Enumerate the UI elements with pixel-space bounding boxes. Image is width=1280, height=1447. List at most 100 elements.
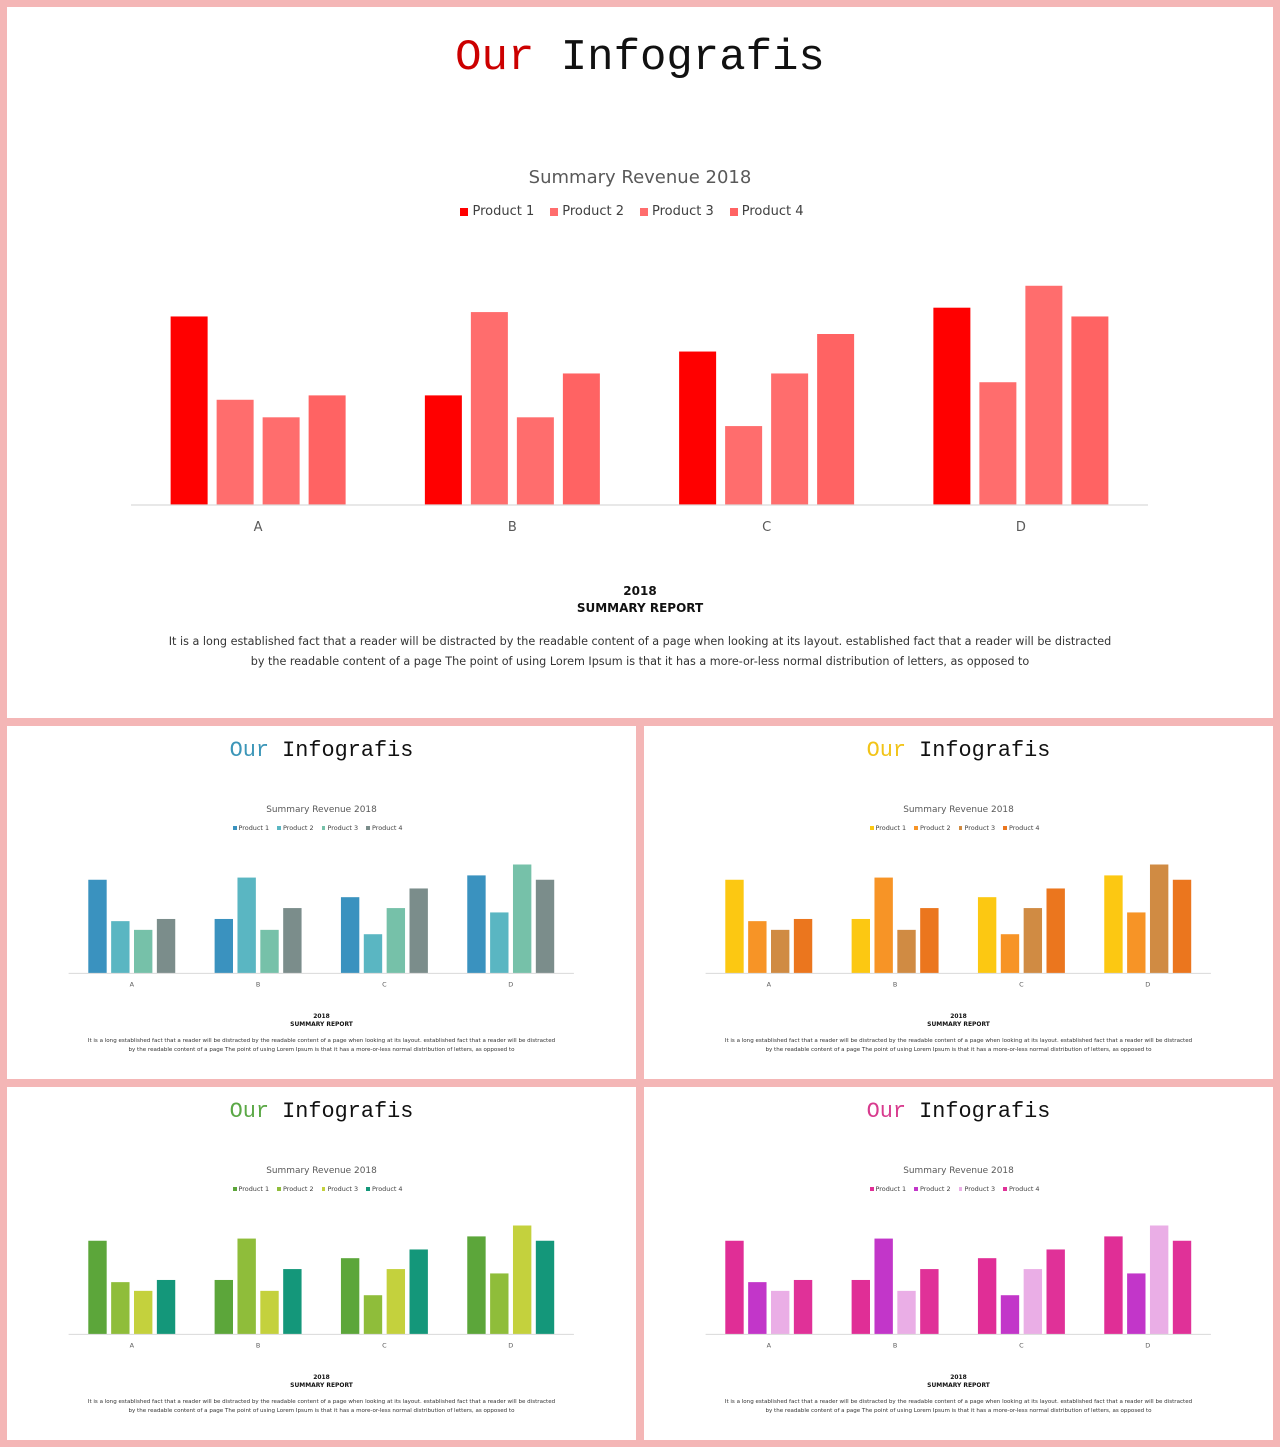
bar-D-product-2 (1127, 1273, 1146, 1335)
legend-swatch (640, 207, 648, 216)
legend-item: Product 2 (277, 1185, 314, 1193)
legend-swatch (1002, 1186, 1007, 1191)
legend-label: Product 1 (875, 823, 907, 832)
legend-label: Product 4 (1008, 823, 1040, 832)
x-tick-label: B (508, 520, 517, 535)
legend-label: Product 3 (964, 823, 996, 832)
legend-swatch (729, 207, 738, 216)
legend-item: Product 2 (914, 824, 951, 832)
legend-label: Product 2 (282, 823, 314, 832)
legend-item: Product 2 (550, 204, 624, 219)
x-tick-label: C (382, 1341, 387, 1349)
title-rest: Infografis (534, 33, 825, 83)
x-tick-label: A (130, 1341, 135, 1349)
chart-title: Summary Revenue 2018 (903, 1166, 1014, 1177)
report-title: SUMMARY REPORT (927, 1021, 990, 1029)
bar-D-product-1 (933, 307, 971, 505)
legend-swatch (321, 1186, 326, 1191)
report-title: SUMMARY REPORT (576, 601, 704, 615)
legend-item: Product 1 (232, 1185, 269, 1193)
bar-chart: A B C D (68, 1225, 574, 1349)
bar-chart: A B C D (705, 1225, 1211, 1349)
x-tick-label: B (256, 980, 260, 988)
slide-green: Our Infografis Summary Revenue 2018 Produc… (7, 1087, 636, 1440)
bar-D-product-3 (1149, 864, 1169, 974)
legend-swatch (550, 207, 559, 216)
bar-B-product-3 (516, 417, 554, 505)
bar-C-product-2 (725, 426, 763, 505)
bar-C-product-4 (409, 888, 428, 974)
legend-swatch (460, 207, 469, 216)
bar-D-product-2 (1127, 912, 1146, 974)
bar-B-product-1 (851, 918, 871, 974)
title-accent: Our (229, 1098, 270, 1124)
chart-legend: Product 1 Product 2 Product 3 Product 4 (7, 824, 636, 832)
x-tick-label: A (767, 980, 772, 988)
bar-D-product-3 (512, 864, 532, 974)
bar-B-product-3 (897, 929, 916, 974)
bar-A-product-2 (216, 399, 254, 505)
bar-B-product-1 (214, 918, 234, 974)
chart-title: Summary Revenue 2018 (266, 1166, 377, 1177)
bar-B-product-2 (237, 877, 256, 974)
bar-chart: A B C D (705, 864, 1211, 988)
legend-item: Product 2 (914, 1185, 951, 1193)
bar-C-product-1 (340, 1258, 360, 1335)
legend-swatch (365, 825, 370, 830)
bar-C-product-3 (1023, 908, 1043, 974)
x-tick-label: B (893, 1341, 897, 1349)
legend-label: Product 1 (875, 1184, 907, 1193)
bar-D-product-4 (535, 879, 555, 974)
title-rest: Infografis (906, 737, 1051, 763)
legend-swatch (869, 1186, 874, 1191)
title-rest: Infografis (269, 737, 414, 763)
legend-item: Product 1 (232, 823, 270, 832)
bar-A-product-2 (111, 921, 130, 974)
legend-item: Product 4 (365, 824, 403, 832)
bar-A-product-4 (156, 1279, 176, 1335)
bar-B-product-4 (920, 908, 939, 974)
bar-B-product-3 (897, 1290, 916, 1335)
legend-item: Product 2 (277, 824, 314, 832)
bar-C-product-4 (409, 1249, 428, 1335)
bar-chart: A B C D (68, 864, 574, 988)
legend-item: Product 4 (729, 204, 804, 219)
legend-label: Product 1 (472, 204, 535, 219)
legend-label: Product 3 (327, 1184, 359, 1193)
bar-B-product-1 (214, 1279, 234, 1335)
bar-A-product-2 (748, 921, 767, 974)
bar-D-product-4 (1071, 316, 1109, 505)
x-tick-label: D (1145, 1341, 1150, 1349)
slide-main-red: Our Infografis Summary Revenue 2018 Produc… (7, 7, 1273, 718)
title-accent: Our (866, 1098, 907, 1124)
x-tick-label: D (1016, 520, 1026, 535)
bar-B-product-4 (283, 908, 302, 974)
bar-C-product-2 (1000, 1295, 1020, 1335)
bar-C-product-1 (679, 351, 717, 505)
legend-label: Product 4 (1008, 1184, 1040, 1193)
legend-item: Product 1 (460, 204, 534, 219)
legend-label: Product 3 (964, 1184, 996, 1193)
chart-title: Summary Revenue 2018 (903, 805, 1014, 816)
legend-swatch (914, 825, 918, 830)
legend-label: Product 3 (652, 204, 714, 219)
legend-label: Product 1 (238, 823, 270, 832)
bar-C-product-1 (340, 897, 360, 974)
legend-swatch (232, 825, 237, 830)
chart-legend: Product 1 Product 2 Product 3 Product 4 (7, 204, 1273, 219)
bar-D-product-3 (512, 1225, 532, 1335)
legend-item: Product 4 (365, 1185, 403, 1193)
bar-chart: A B C D (131, 285, 1148, 535)
bar-D-product-1 (1104, 1236, 1123, 1335)
legend-item: Product 4 (1002, 1184, 1040, 1193)
bar-C-product-1 (977, 897, 997, 974)
slide-title: Our Infografis (7, 1098, 636, 1125)
legend-item: Product 3 (321, 824, 358, 832)
slide-pink: Our Infografis Summary Revenue 2018 Produc… (644, 1087, 1273, 1440)
legend-swatch (869, 825, 874, 830)
x-tick-label: A (254, 520, 263, 535)
x-tick-label: C (1019, 1341, 1024, 1349)
x-tick-label: A (130, 980, 135, 988)
slide-teal: Our Infografis Summary Revenue 2018 Produc… (7, 726, 636, 1079)
chart-title: Summary Revenue 2018 (528, 167, 752, 188)
